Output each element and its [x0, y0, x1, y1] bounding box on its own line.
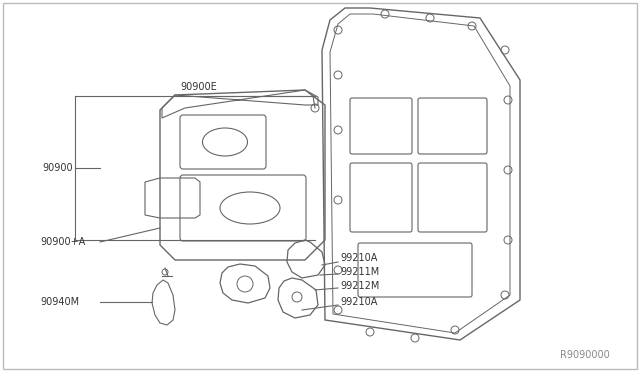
Text: 90900: 90900 [42, 163, 72, 173]
Text: 90940M: 90940M [40, 297, 79, 307]
Text: 99212M: 99212M [340, 281, 380, 291]
Text: 99211M: 99211M [340, 267, 380, 277]
Text: R9090000: R9090000 [560, 350, 610, 360]
Text: 99210A: 99210A [340, 297, 378, 307]
Text: 99210A: 99210A [340, 253, 378, 263]
Text: 90900+A: 90900+A [40, 237, 85, 247]
Text: 90900E: 90900E [180, 82, 217, 92]
